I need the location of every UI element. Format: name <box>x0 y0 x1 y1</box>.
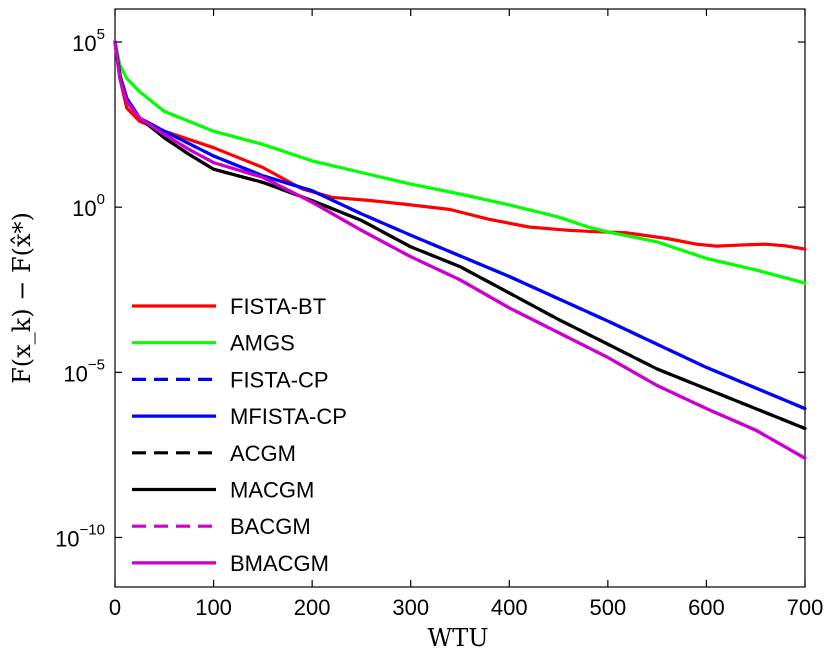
legend-label-macgm: MACGM <box>230 478 314 503</box>
legend-label-fista-cp: FISTA-CP <box>230 367 329 392</box>
y-tick-label: 10−10 <box>55 521 105 551</box>
legend-label-bacgm: BACGM <box>230 514 311 539</box>
x-tick-label: 0 <box>109 595 121 620</box>
x-tick-label: 500 <box>589 595 626 620</box>
plot-frame <box>114 8 806 588</box>
series-line-bmacgm <box>113 40 807 460</box>
series-line-mfista-cp <box>113 40 807 411</box>
series-line-amgs <box>113 40 807 285</box>
legend-label-acgm: ACGM <box>230 441 296 466</box>
x-tick-label: 300 <box>392 595 429 620</box>
y-tick-label: 100 <box>72 191 105 221</box>
x-tick-label: 200 <box>294 595 331 620</box>
y-tick-label: 10−5 <box>63 356 105 386</box>
legend-label-mfista-cp: MFISTA-CP <box>230 404 347 429</box>
series-layer <box>113 40 807 460</box>
legend-label-bmacgm: BMACGM <box>230 551 329 576</box>
legend: FISTA-BT AMGS FISTA-CP MFISTA-CP ACGM MACGM BA… <box>132 294 347 576</box>
legend-label-amgs: AMGS <box>230 331 295 356</box>
x-axis-title: WTU <box>428 624 489 652</box>
y-axis-title: F(x_k) − F(x̂*) <box>8 212 36 384</box>
x-tick-label: 600 <box>688 595 725 620</box>
legend-label-fista-bt: FISTA-BT <box>230 294 326 319</box>
x-tick-label: 400 <box>491 595 528 620</box>
x-tick-label: 100 <box>195 595 232 620</box>
y-tick-label: 105 <box>72 26 105 56</box>
plot-area: 0 100 200 300 400 500 600 700 105 100 10−5 10−10 <box>55 8 823 620</box>
tick-layer: 0 100 200 300 400 500 600 700 105 100 10−5 10−10 <box>55 9 823 620</box>
x-tick-label: 700 <box>787 595 824 620</box>
